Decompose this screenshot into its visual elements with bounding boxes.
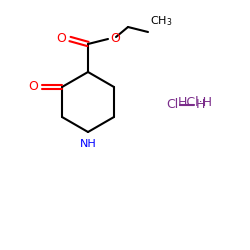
- Text: O: O: [56, 32, 66, 46]
- Text: CH$_3$: CH$_3$: [150, 14, 172, 28]
- Text: Cl: Cl: [166, 98, 178, 112]
- Text: NH: NH: [80, 139, 96, 149]
- Text: HCl·H: HCl·H: [178, 96, 213, 108]
- Text: O: O: [110, 32, 120, 46]
- Text: O: O: [28, 80, 38, 94]
- Text: H: H: [195, 98, 205, 112]
